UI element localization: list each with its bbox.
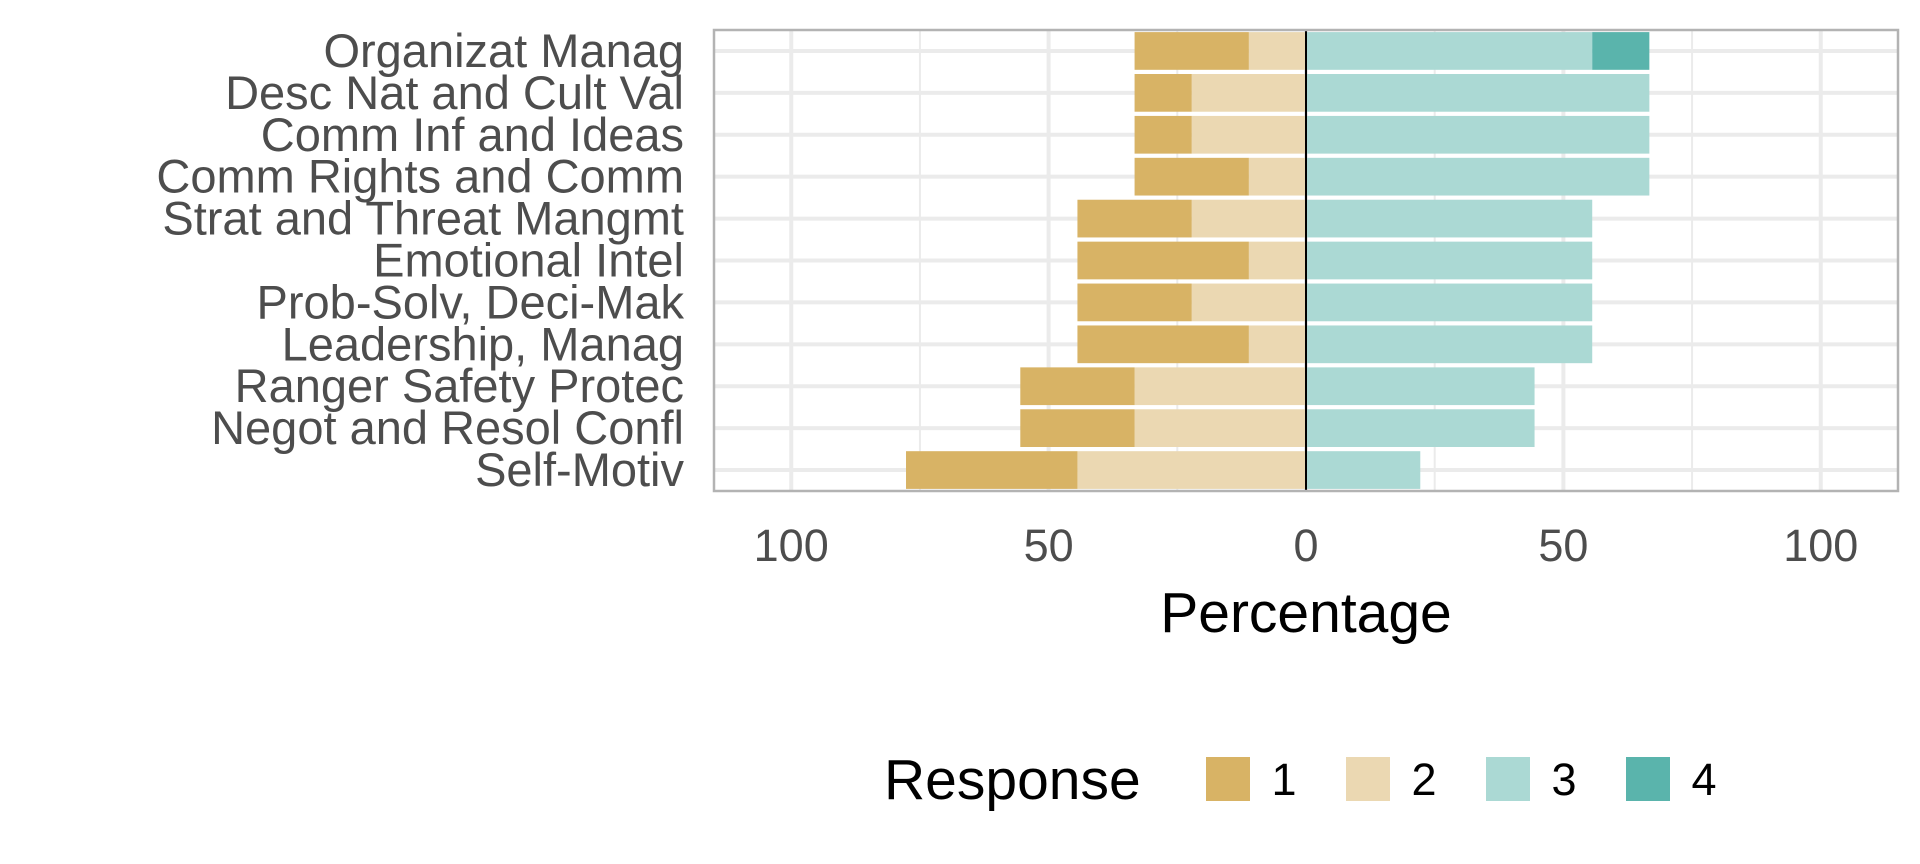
bar-segment-response-3 [1306,74,1650,112]
bar-segment-response-1 [1077,199,1192,238]
category-label: Leadership, Manag [282,317,684,370]
legend-label: 4 [1691,754,1716,805]
bar-segment-response-3 [1306,115,1650,154]
category-label: Strat and Threat Mangmt [162,192,684,245]
bar-segment-response-2 [1191,115,1306,154]
bar-segment-response-2 [1134,409,1306,447]
bar-segment-response-2 [1077,451,1306,489]
bar-segment-response-1 [1077,241,1249,280]
panel-border [712,28,1900,493]
legend-label: 2 [1411,754,1436,805]
legend-key-2 [1346,757,1390,801]
x-tick-labels: 100 50 0 50 100 [754,520,1859,571]
bar-segment-response-3 [1306,451,1421,489]
legend-label: 1 [1271,754,1296,805]
bar-segment-response-3 [1306,409,1535,447]
bar-segment-response-1 [1134,32,1249,70]
bars [712,28,1900,493]
bar-segment-response-1 [1077,325,1249,364]
bar-segment-response-1 [1134,115,1192,154]
legend-key-4 [1626,757,1670,801]
category-label: Desc Nat and Cult Val [225,66,684,119]
bar-segment-response-2 [1248,325,1306,364]
bar-segment-response-3 [1306,32,1593,70]
category-label: Prob-Solv, Deci-Mak [257,275,685,328]
x-tick-label: 50 [1538,520,1588,571]
bar-segment-response-2 [1248,241,1306,280]
category-label: Organizat Manag [323,24,684,77]
category-label: Emotional Intel [373,234,684,287]
bar-segment-response-2 [1191,199,1306,238]
category-label: Comm Inf and Ideas [261,108,684,161]
bar-segment-response-2 [1248,157,1306,196]
category-label: Self-Motiv [475,443,684,496]
bar-segment-response-3 [1306,241,1593,280]
category-label: Comm Rights and Comm [156,150,684,203]
category-label: Negot and Resol Confl [211,401,684,454]
bar-segment-response-1 [1134,74,1192,112]
legend-key-1 [1206,757,1250,801]
bar-segment-response-2 [1248,32,1306,70]
bar-segment-response-1 [1020,409,1135,447]
bar-segment-response-1 [1020,367,1135,406]
bar-segment-response-3 [1306,325,1593,364]
x-tick-label: 100 [1783,520,1858,571]
bar-segment-response-2 [1134,367,1306,406]
legend: Response 1 2 3 4 [884,748,1717,812]
bar-segment-response-3 [1306,283,1593,322]
bar-segment-response-3 [1306,199,1593,238]
legend-label: 3 [1551,754,1576,805]
bar-segment-response-2 [1191,74,1306,112]
category-label: Ranger Safety Protec [235,359,684,412]
bar-segment-response-3 [1306,367,1535,406]
x-tick-label: 100 [754,520,829,571]
bar-segment-response-1 [1134,157,1249,196]
x-tick-label: 0 [1293,520,1318,571]
legend-title: Response [884,748,1141,812]
bar-segment-response-2 [1191,283,1306,322]
bar-segment-response-1 [1077,283,1192,322]
x-tick-label: 50 [1024,520,1074,571]
bar-segment-response-1 [906,451,1078,489]
bar-segment-response-4 [1592,32,1650,70]
legend-key-3 [1486,757,1530,801]
bar-segment-response-3 [1306,157,1650,196]
x-axis-title: Percentage [1160,581,1452,645]
